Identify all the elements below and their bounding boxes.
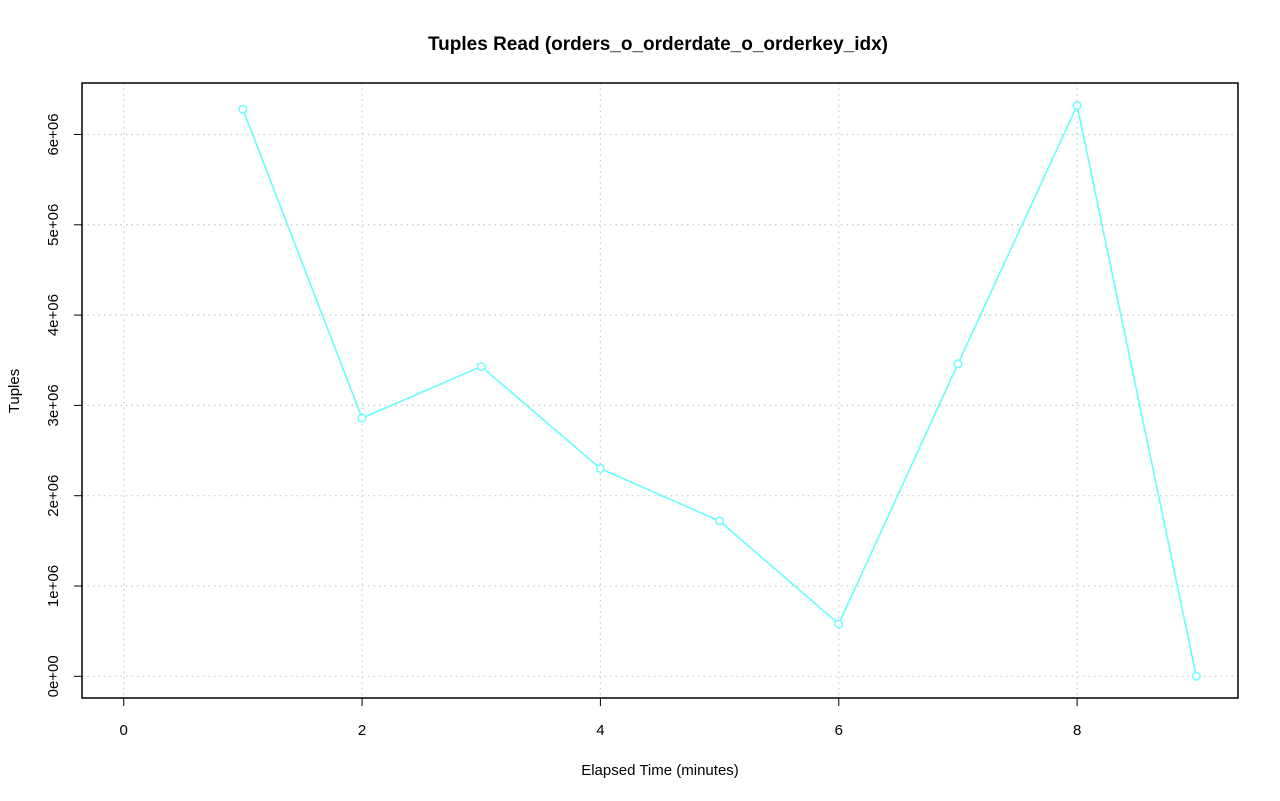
data-point (953, 359, 963, 369)
x-tick-label: 0 (120, 722, 128, 739)
y-axis: 0e+00 1e+06 2e+06 3e+06 4e+06 5e+06 6e+06 (45, 113, 83, 697)
x-axis-label: Elapsed Time (minutes) (581, 762, 739, 779)
chart-title: Tuples Read (orders_o_orderdate_o_orderk… (428, 34, 888, 55)
data-point (834, 619, 844, 629)
y-tick-label: 6e+06 (45, 113, 62, 155)
y-tick-label: 4e+06 (45, 294, 62, 336)
series-layer (238, 101, 1201, 681)
y-tick-label: 2e+06 (45, 475, 62, 517)
data-point (1072, 101, 1082, 111)
data-point (595, 464, 605, 474)
data-point (476, 362, 486, 372)
data-point (357, 413, 367, 423)
data-point (238, 104, 248, 114)
plot-frame (81, 82, 1239, 699)
x-axis: 0 2 4 6 8 (120, 697, 1081, 739)
y-tick-label: 0e+00 (45, 655, 62, 697)
x-tick-label: 6 (835, 722, 843, 739)
grid (82, 83, 1238, 698)
y-tick-label: 1e+06 (45, 565, 62, 607)
y-tick-label: 3e+06 (45, 384, 62, 426)
series-line (242, 103, 1198, 677)
x-tick-label: 8 (1073, 722, 1081, 739)
data-point (715, 516, 725, 526)
x-tick-label: 4 (596, 722, 604, 739)
y-tick-label: 5e+06 (45, 204, 62, 246)
y-axis-label: Tuples (6, 369, 23, 413)
data-point (1191, 671, 1201, 681)
x-tick-label: 2 (358, 722, 366, 739)
